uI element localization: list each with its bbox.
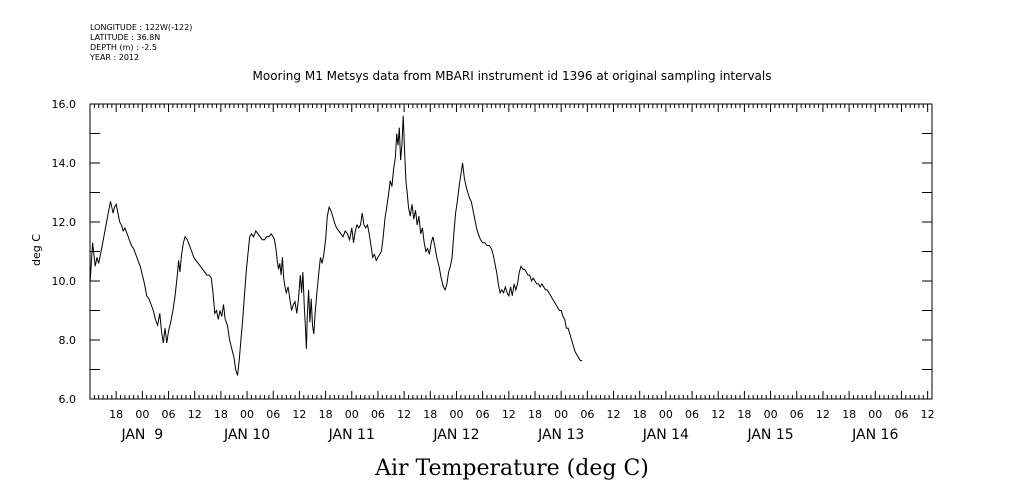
plot-area: [89, 115, 583, 376]
x-date-label: JAN 10: [223, 427, 270, 443]
metadata-line: LONGITUDE : 122W(-122): [90, 23, 192, 32]
x-tick-label: 06: [894, 408, 908, 421]
x-tick-label: 12: [397, 408, 411, 421]
x-tick-label: 18: [109, 408, 123, 421]
y-tick-label: 8.0: [59, 334, 77, 347]
x-tick-label: 12: [607, 408, 621, 421]
x-tick-label: 00: [135, 408, 149, 421]
x-tick-label: 00: [659, 408, 673, 421]
x-tick-label: 18: [423, 408, 437, 421]
x-date-label: JAN 14: [642, 427, 689, 443]
x-axis-label: Air Temperature (deg C): [374, 456, 649, 481]
x-tick-label: 06: [371, 408, 385, 421]
x-tick-label: 12: [188, 408, 202, 421]
x-date-label: JAN 16: [851, 427, 898, 443]
x-axis: 18 00 06 12 18 00 06 12 18 00 06 12 18 00 06 12 18 00 06 12…: [89, 104, 935, 443]
x-date-label: JAN 11: [328, 427, 375, 443]
x-tick-label: 12: [816, 408, 830, 421]
x-tick-label: 06: [790, 408, 804, 421]
y-axis-label: deg C: [30, 234, 43, 266]
y-tick-label: 12.0: [52, 216, 77, 229]
x-tick-label: 06: [580, 408, 594, 421]
y-axis: 6.0 8.0 10.0 12.0 14.0 16.0: [52, 98, 932, 406]
x-tick-label: 00: [554, 408, 568, 421]
x-tick-label: 06: [266, 408, 280, 421]
x-tick-label: 00: [868, 408, 882, 421]
x-tick-label: 06: [476, 408, 490, 421]
x-tick-label: 18: [528, 408, 542, 421]
x-tick-label: 06: [162, 408, 176, 421]
x-tick-label: 12: [921, 408, 935, 421]
x-tick-label: 18: [842, 408, 856, 421]
x-date-label: JAN 12: [432, 427, 479, 443]
y-tick-label: 16.0: [52, 98, 77, 111]
plot-frame: [89, 103, 933, 400]
x-tick-label: 00: [764, 408, 778, 421]
x-date-label: JAN 13: [537, 427, 584, 443]
x-tick-label: 06: [685, 408, 699, 421]
y-tick-label: 6.0: [59, 393, 77, 406]
x-tick-label: 00: [345, 408, 359, 421]
x-tick-label: 18: [319, 408, 333, 421]
x-tick-label: 12: [292, 408, 306, 421]
x-tick-label: 12: [502, 408, 516, 421]
series-line: [89, 115, 583, 376]
x-tick-label: 18: [214, 408, 228, 421]
x-tick-label: 00: [449, 408, 463, 421]
metadata-block: LONGITUDE : 122W(-122) LATITUDE : 36.8N …: [89, 23, 192, 62]
metadata-line: YEAR : 2012: [89, 53, 139, 62]
x-tick-label: 12: [711, 408, 725, 421]
x-tick-label: 18: [737, 408, 751, 421]
y-tick-label: 10.0: [52, 275, 77, 288]
x-date-label: JAN 9: [120, 427, 163, 443]
metadata-line: DEPTH (m) : -2.5: [90, 43, 157, 52]
x-tick-label: 18: [633, 408, 647, 421]
x-date-label: JAN 15: [746, 427, 793, 443]
x-tick-label: 00: [240, 408, 254, 421]
metadata-line: LATITUDE : 36.8N: [90, 33, 160, 42]
y-tick-label: 14.0: [52, 157, 77, 170]
chart-title: Mooring M1 Metsys data from MBARI instru…: [253, 69, 772, 83]
